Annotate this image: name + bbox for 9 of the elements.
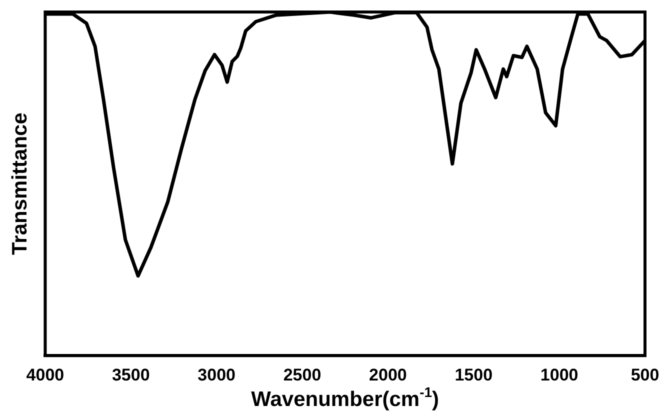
- x-tick-label: 2000: [369, 365, 407, 384]
- x-tick-label: 4000: [26, 365, 64, 384]
- x-tick-label: 500: [630, 365, 660, 384]
- x-tick-label: 1500: [454, 365, 493, 384]
- x-tick-label: 3500: [112, 365, 150, 384]
- x-tick-label: 2500: [283, 365, 322, 384]
- x-tick-label: 3000: [198, 365, 236, 384]
- y-axis-title: Transmittance: [8, 112, 32, 255]
- x-tick-label: 1000: [540, 365, 578, 384]
